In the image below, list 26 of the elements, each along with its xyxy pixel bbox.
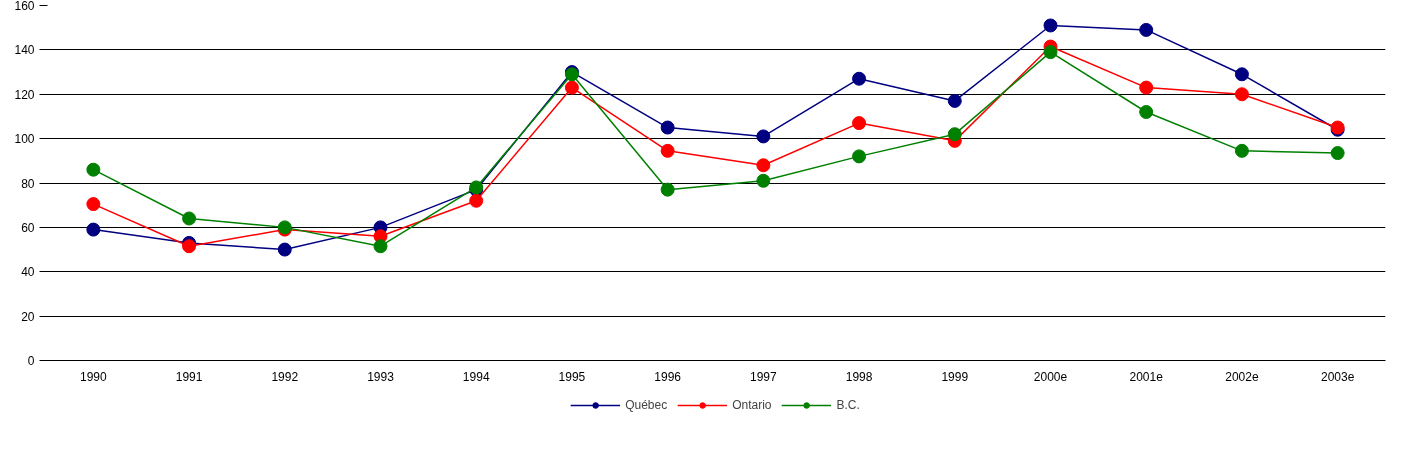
- y-tick-label: 60: [21, 220, 35, 235]
- x-tick-label: 1992: [271, 369, 299, 384]
- x-tick-label: 2002e: [1225, 369, 1259, 384]
- y-tick-label: 100: [14, 132, 35, 147]
- x-tick-label: 1993: [367, 369, 395, 384]
- y-tick-label: 40: [21, 265, 35, 280]
- x-tick-label: 1991: [175, 369, 203, 384]
- y-tick-label: 140: [14, 43, 35, 58]
- y-tick-label: 120: [14, 87, 35, 102]
- x-tick-label: 1990: [80, 369, 108, 384]
- x-tick-label: 2003e: [1320, 369, 1355, 384]
- y-tick-label: 80: [21, 176, 35, 191]
- y-tick-label: 0: [27, 354, 35, 368]
- x-tick-label: 1995: [558, 369, 586, 384]
- legend-label: B.C.: [836, 398, 860, 412]
- x-tick-label: 1994: [462, 369, 490, 384]
- x-tick-label: 1996: [654, 369, 682, 384]
- legend-label: Ontario: [732, 398, 772, 412]
- y-tick-label: 160: [14, 0, 35, 13]
- x-tick-label: 1999: [941, 369, 969, 384]
- x-tick-label: 2000e: [1033, 369, 1068, 384]
- legend-label: Québec: [625, 398, 668, 412]
- y-tick-label: 20: [21, 309, 35, 324]
- x-tick-label: 1998: [845, 369, 873, 384]
- x-tick-label: 1997: [750, 369, 778, 384]
- x-tick-label: 2001e: [1129, 369, 1164, 384]
